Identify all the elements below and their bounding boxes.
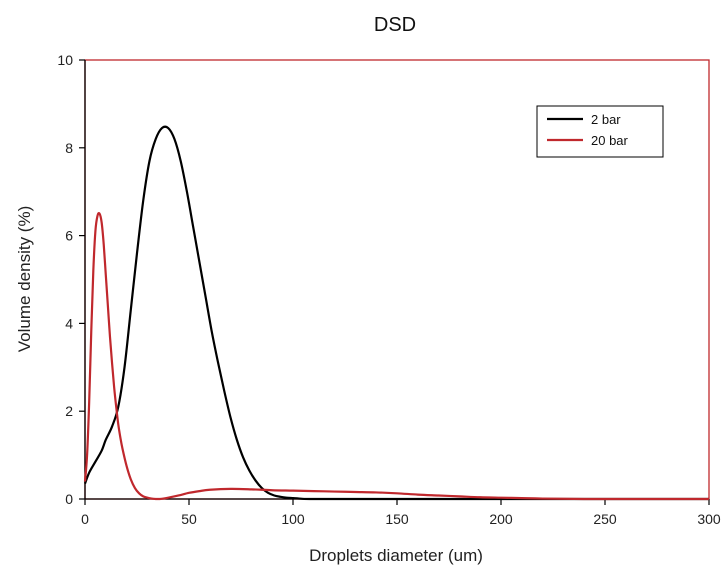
series-line-20-bar (83, 211, 709, 501)
x-tick-label: 300 (697, 511, 721, 527)
y-ticks: 0 2 4 6 8 10 (57, 52, 85, 507)
x-ticks: 0 50 100 150 200 250 300 (81, 499, 721, 527)
y-tick-label: 2 (65, 403, 73, 419)
x-tick-label: 0 (81, 511, 89, 527)
chart-title: DSD (374, 14, 416, 36)
y-axis-label: Volume density (%) (15, 206, 34, 352)
legend-label-2-bar: 2 bar (591, 112, 621, 127)
series-line-2-bar (83, 125, 709, 501)
y-tick-label: 10 (57, 52, 73, 68)
x-tick-label: 150 (385, 511, 409, 527)
x-tick-label: 250 (593, 511, 617, 527)
y-tick-label: 0 (65, 491, 73, 507)
y-tick-label: 6 (65, 228, 73, 244)
series-layer (83, 125, 709, 501)
legend-box (536, 105, 664, 158)
x-tick-label: 200 (489, 511, 513, 527)
y-tick-label: 4 (65, 315, 73, 331)
y-tick-label: 8 (65, 140, 73, 156)
x-tick-label: 100 (281, 511, 305, 527)
legend: 2 bar 20 bar (536, 105, 664, 158)
legend-label-20-bar: 20 bar (591, 133, 629, 148)
x-axis-label: Droplets diameter (um) (309, 546, 483, 565)
x-tick-label: 50 (181, 511, 197, 527)
